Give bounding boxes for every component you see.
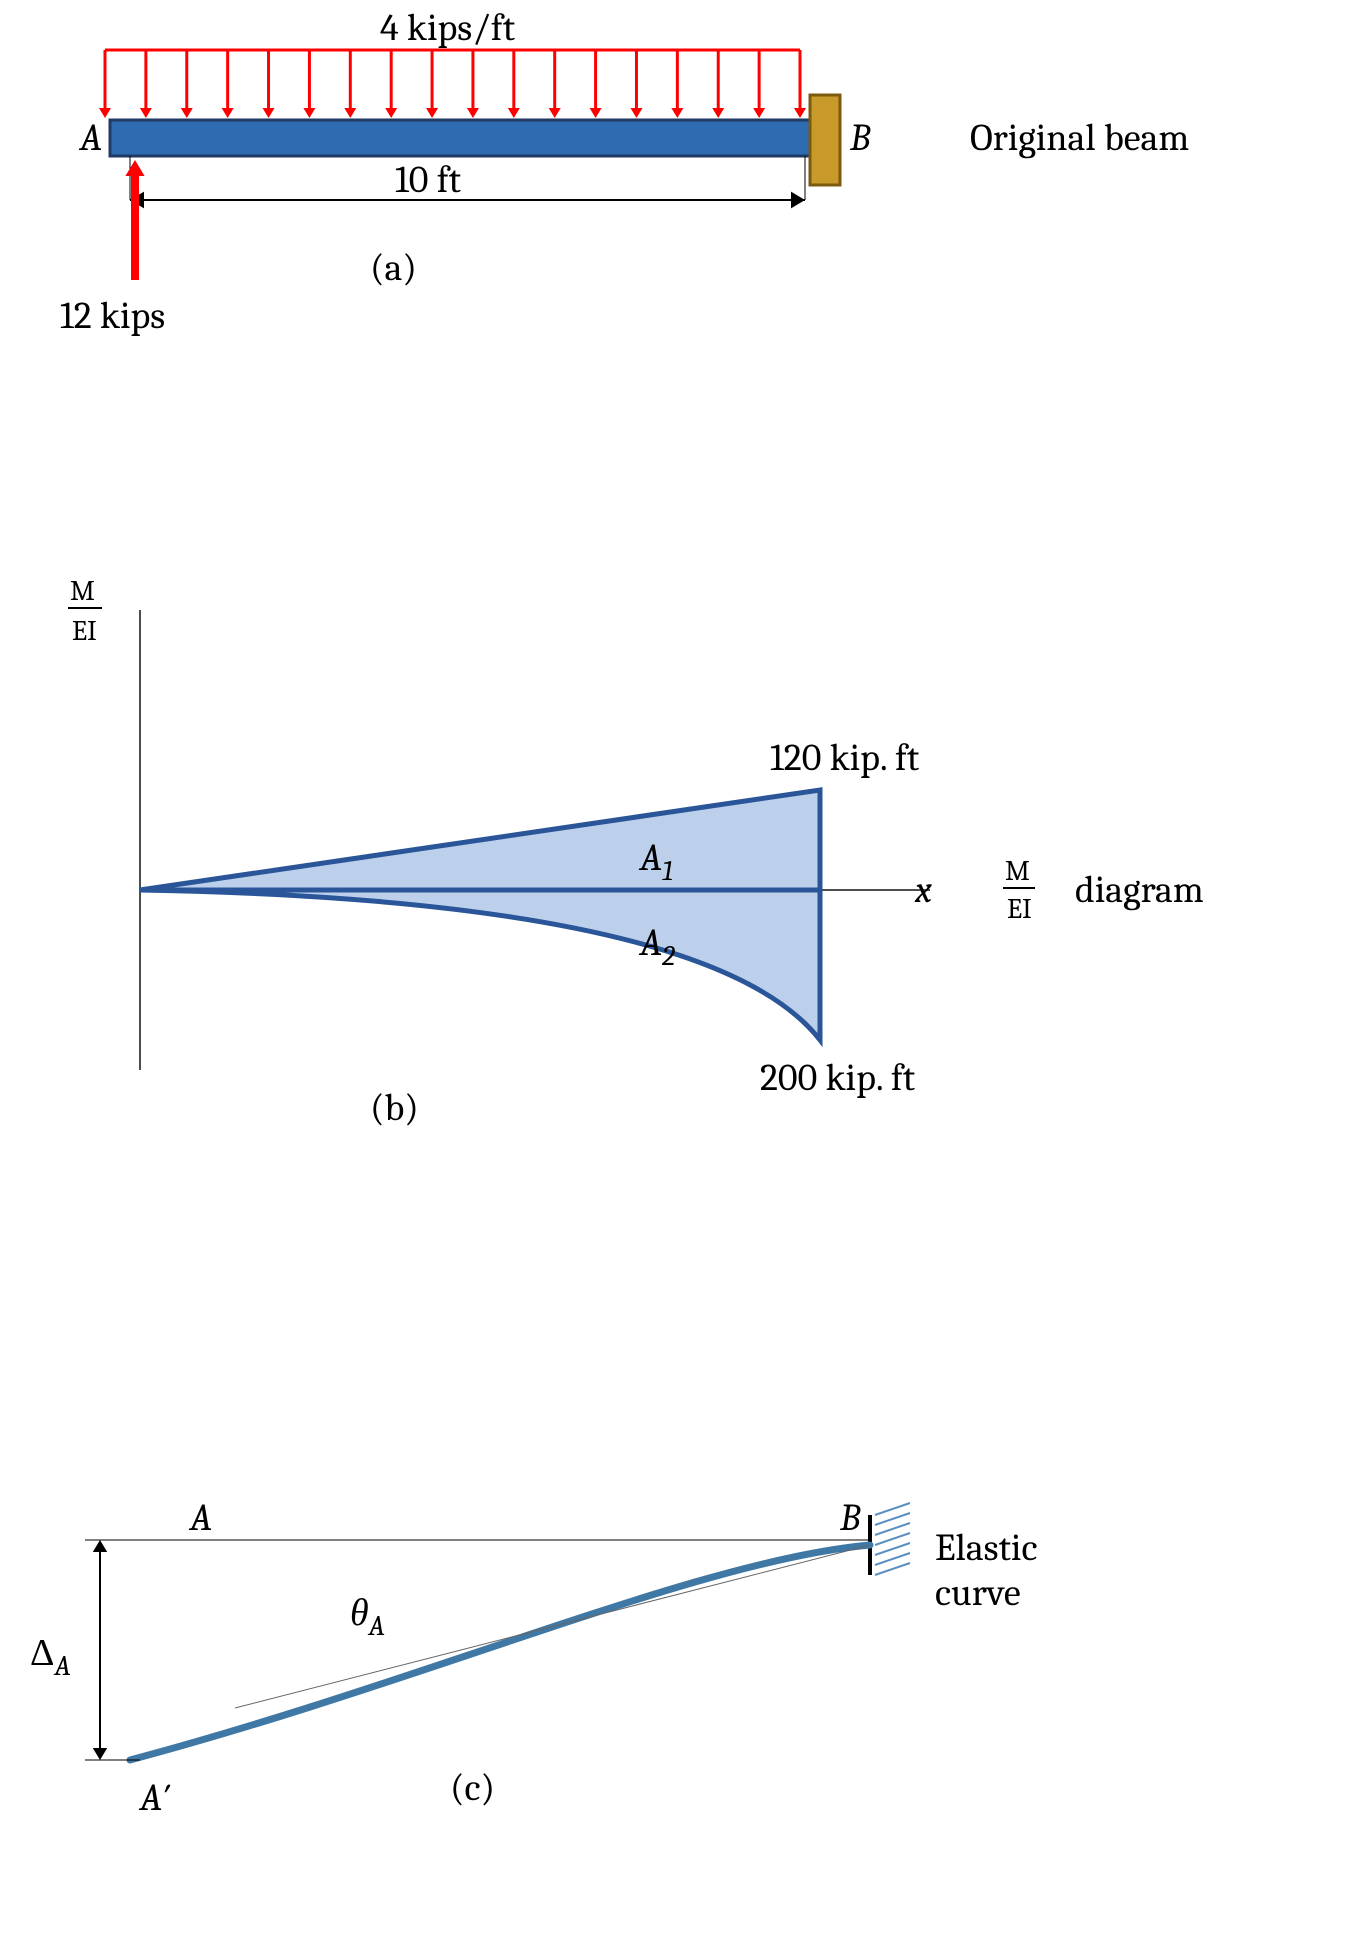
point-load-label: 12 kips: [60, 294, 165, 338]
arrowhead-icon: [303, 108, 315, 118]
area-A1-shape: [140, 790, 820, 890]
node-B-label: B: [839, 1496, 861, 1540]
y-axis-label-bot: EI: [72, 615, 97, 647]
arrowhead-icon: [508, 108, 520, 118]
panel-c-tag: (c): [450, 1766, 495, 1810]
theta-label: θA: [350, 1591, 385, 1642]
arrowhead-icon: [753, 108, 765, 118]
y-axis-label-top: M: [70, 575, 95, 607]
panel-a-caption: Original beam: [970, 116, 1189, 160]
arrowhead-icon: [125, 160, 144, 176]
hatch-line: [875, 1563, 910, 1575]
arrowhead-icon: [630, 108, 642, 118]
fixed-support: [810, 95, 840, 185]
hatch-line: [875, 1513, 910, 1525]
side-frac-bot: EI: [1007, 893, 1032, 925]
arrowhead-icon: [222, 108, 234, 118]
hatch-line: [875, 1553, 910, 1565]
span-label: 10 ft: [395, 158, 462, 202]
moment-bot-value: 200 kip. ft: [760, 1056, 916, 1100]
arrowhead-icon: [549, 108, 561, 118]
area-A2-shape: [140, 890, 820, 1040]
hatch-line: [875, 1523, 910, 1535]
arrowhead-icon: [93, 1748, 107, 1760]
node-Aprime-label: A′: [138, 1776, 171, 1820]
arrowhead-icon: [467, 108, 479, 118]
elastic-curve: [130, 1545, 870, 1760]
side-frac-top: M: [1005, 855, 1030, 887]
arrowhead-icon: [671, 108, 683, 118]
arrowhead-icon: [426, 108, 438, 118]
delta-label: ΔA: [30, 1631, 71, 1682]
beam: [110, 120, 810, 156]
x-axis-label: x: [914, 868, 932, 912]
arrowhead-icon: [794, 108, 806, 118]
arrowhead-icon: [93, 1540, 107, 1552]
hatch-line: [875, 1503, 910, 1515]
panel-b-caption: diagram: [1075, 868, 1204, 912]
hatch-line: [875, 1543, 910, 1555]
moment-top-value: 120 kip. ft: [770, 736, 920, 780]
node-B-label: B: [849, 116, 871, 160]
panel-c-caption-1: Elastic: [935, 1526, 1037, 1570]
node-A-label: A: [188, 1496, 212, 1540]
panel-c-caption-2: curve: [935, 1571, 1021, 1615]
hatch-line: [875, 1533, 910, 1545]
panel-b-tag: (b): [370, 1086, 419, 1130]
arrowhead-icon: [791, 192, 805, 209]
arrowhead-icon: [712, 108, 724, 118]
tangent-line: [235, 1545, 870, 1708]
arrowhead-icon: [590, 108, 602, 118]
arrowhead-icon: [344, 108, 356, 118]
arrowhead-icon: [385, 108, 397, 118]
panel-a-tag: (a): [370, 246, 417, 290]
arrowhead-icon: [263, 108, 275, 118]
arrowhead-icon: [181, 108, 193, 118]
dist-load-label: 4 kips/ft: [380, 6, 516, 50]
node-A-label: A: [78, 116, 102, 160]
arrowhead-icon: [140, 108, 152, 118]
